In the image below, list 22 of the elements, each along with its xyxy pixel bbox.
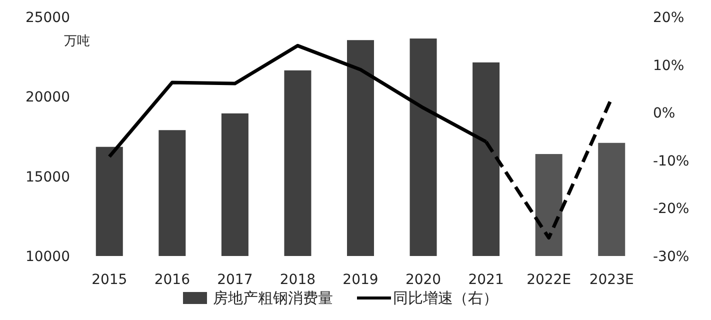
y-tick-label: 25000	[25, 10, 70, 26]
x-tick-label: 2023E	[589, 272, 634, 288]
y-axis-title: 万吨	[64, 34, 90, 49]
x-tick-label: 2022E	[526, 272, 572, 288]
legend-label: 同比增速（右）	[393, 289, 498, 307]
x-tick-label: 2017	[217, 272, 253, 288]
x-tick-label: 2019	[342, 272, 378, 288]
x-tick-label: 2018	[280, 272, 316, 288]
y2-tick-label: -30%	[653, 249, 690, 265]
y-tick-label: 15000	[25, 169, 70, 186]
y2-tick-label: -10%	[653, 153, 690, 170]
y-tick-label: 20000	[25, 90, 70, 106]
x-tick-label: 2021	[468, 272, 504, 288]
x-tick-label: 2020	[405, 272, 442, 288]
x-tick-label: 2015	[92, 272, 128, 288]
y2-tick-label: 10%	[653, 58, 684, 74]
x-tick-label: 2016	[154, 272, 190, 288]
y2-tick-label: 0%	[653, 106, 676, 122]
y2-tick-label: 20%	[653, 10, 684, 26]
y-tick-label: 10000	[25, 249, 70, 265]
y2-tick-label: -20%	[653, 201, 690, 218]
legend-label: 房地产粗钢消费量	[213, 289, 333, 307]
